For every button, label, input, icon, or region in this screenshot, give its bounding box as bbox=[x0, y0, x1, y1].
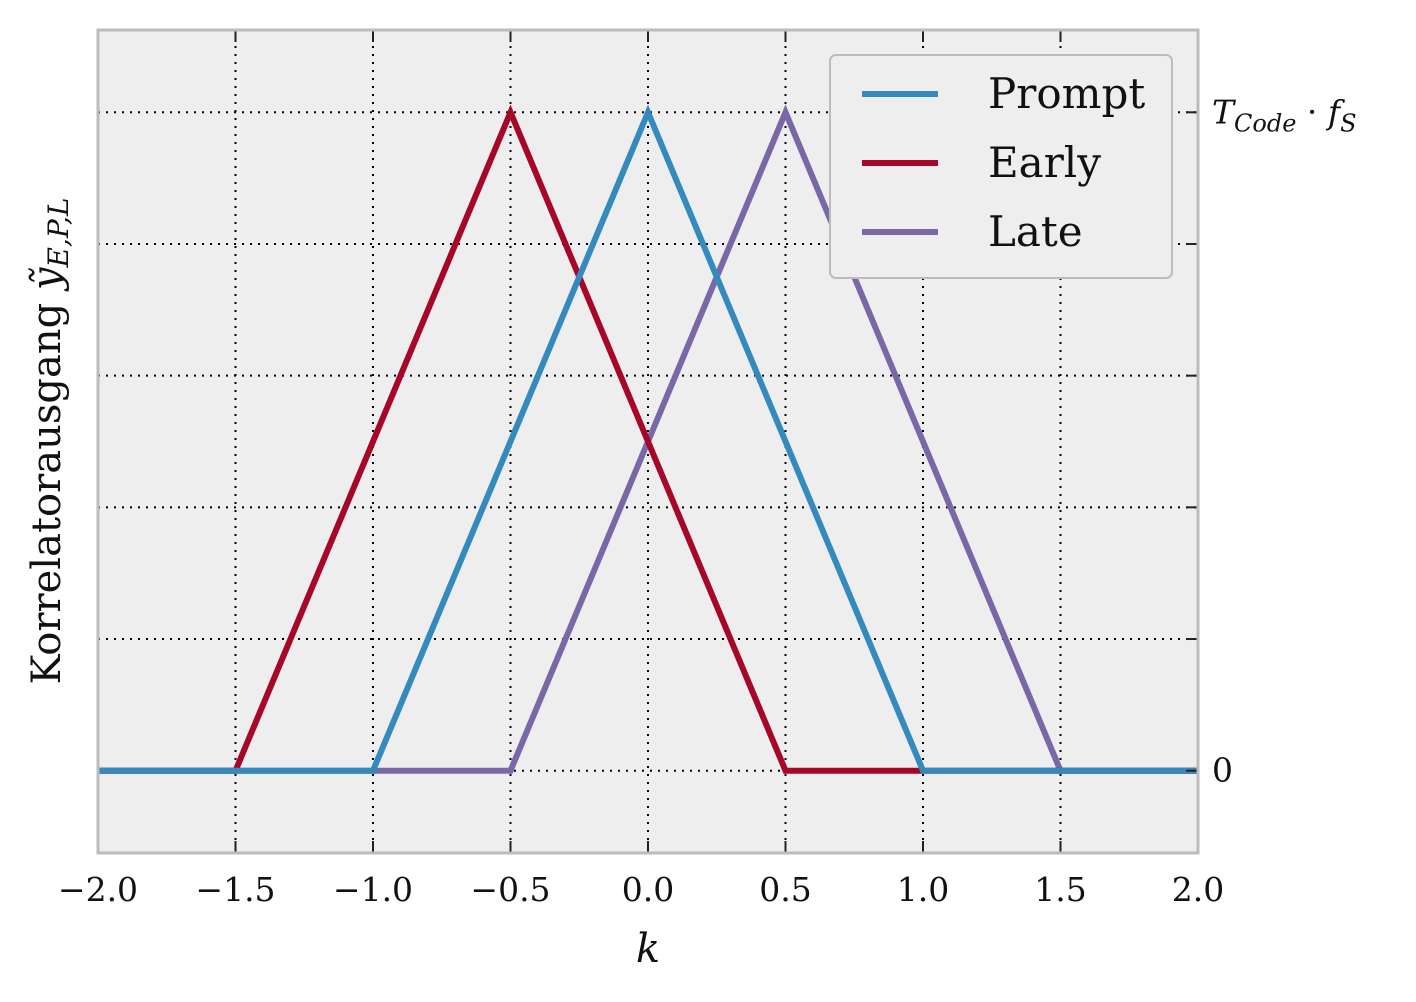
x-tick-labels: −2.0 −1.5 −1.0 −0.5 0.0 0.5 1.0 1.5 2.0 bbox=[58, 870, 1224, 909]
x-tick-label-5: 0.5 bbox=[759, 870, 811, 909]
series-lines bbox=[98, 104, 1198, 774]
x-tick-label-0: −2.0 bbox=[58, 870, 138, 909]
x-tick-label-8: 2.0 bbox=[1172, 870, 1224, 909]
right-axis-label-0: 0 bbox=[1212, 751, 1233, 790]
right-axis-label-1: TCode · fS bbox=[1212, 92, 1357, 137]
x-tick-label-4: 0.0 bbox=[622, 870, 674, 909]
x-axis-title: k bbox=[636, 926, 660, 972]
legend-label-early: Early bbox=[988, 138, 1101, 187]
legend-label-late: Late bbox=[988, 207, 1083, 256]
y-axis-title: Korrelatorausgang ỹE,P,L bbox=[24, 197, 75, 684]
x-tick-label-6: 1.0 bbox=[897, 870, 949, 909]
legend-label-prompt: Prompt bbox=[988, 69, 1145, 118]
axis-ticks bbox=[97, 30, 1199, 853]
right-axis-labels: 0 TCode · fS bbox=[1212, 92, 1357, 789]
x-tick-label-2: −1.0 bbox=[333, 870, 413, 909]
legend-box bbox=[829, 54, 1173, 279]
legend: Prompt Early Late bbox=[829, 54, 1173, 279]
plot-frame bbox=[96, 28, 1200, 855]
x-tick-label-3: −0.5 bbox=[470, 870, 550, 909]
series-line-prompt bbox=[98, 104, 1198, 774]
x-tick-label-1: −1.5 bbox=[195, 870, 275, 909]
x-tick-label-7: 1.5 bbox=[1034, 870, 1086, 909]
